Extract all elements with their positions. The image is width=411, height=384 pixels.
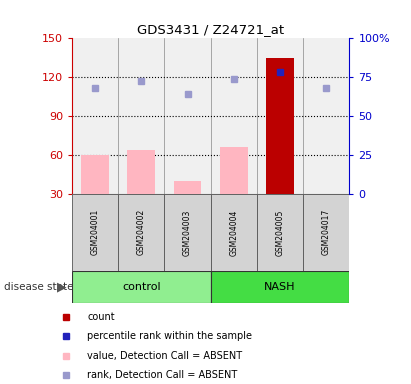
Text: GSM204017: GSM204017 [322,209,331,255]
Bar [266,58,294,194]
Text: count: count [87,312,115,322]
Bar [118,194,164,271]
Bar [174,181,201,194]
Text: rank, Detection Call = ABSENT: rank, Detection Call = ABSENT [87,370,238,380]
Text: percentile rank within the sample: percentile rank within the sample [87,331,252,341]
Text: disease state: disease state [4,282,74,292]
Bar [211,271,349,303]
Bar [127,150,155,194]
Bar [81,155,109,194]
Bar [303,194,349,271]
Bar [72,194,118,271]
Bar [164,194,211,271]
Text: GSM204005: GSM204005 [275,209,284,255]
Text: GSM204001: GSM204001 [90,209,99,255]
Title: GDS3431 / Z24721_at: GDS3431 / Z24721_at [137,23,284,36]
Text: GSM204003: GSM204003 [183,209,192,255]
Bar [220,147,247,194]
Bar [72,271,211,303]
Text: NASH: NASH [264,282,296,292]
Bar [257,194,303,271]
Text: control: control [122,282,161,292]
Bar [211,194,257,271]
Text: GSM204004: GSM204004 [229,209,238,255]
Text: GSM204002: GSM204002 [137,209,146,255]
Text: ▶: ▶ [57,281,67,293]
Text: value, Detection Call = ABSENT: value, Detection Call = ABSENT [87,351,242,361]
